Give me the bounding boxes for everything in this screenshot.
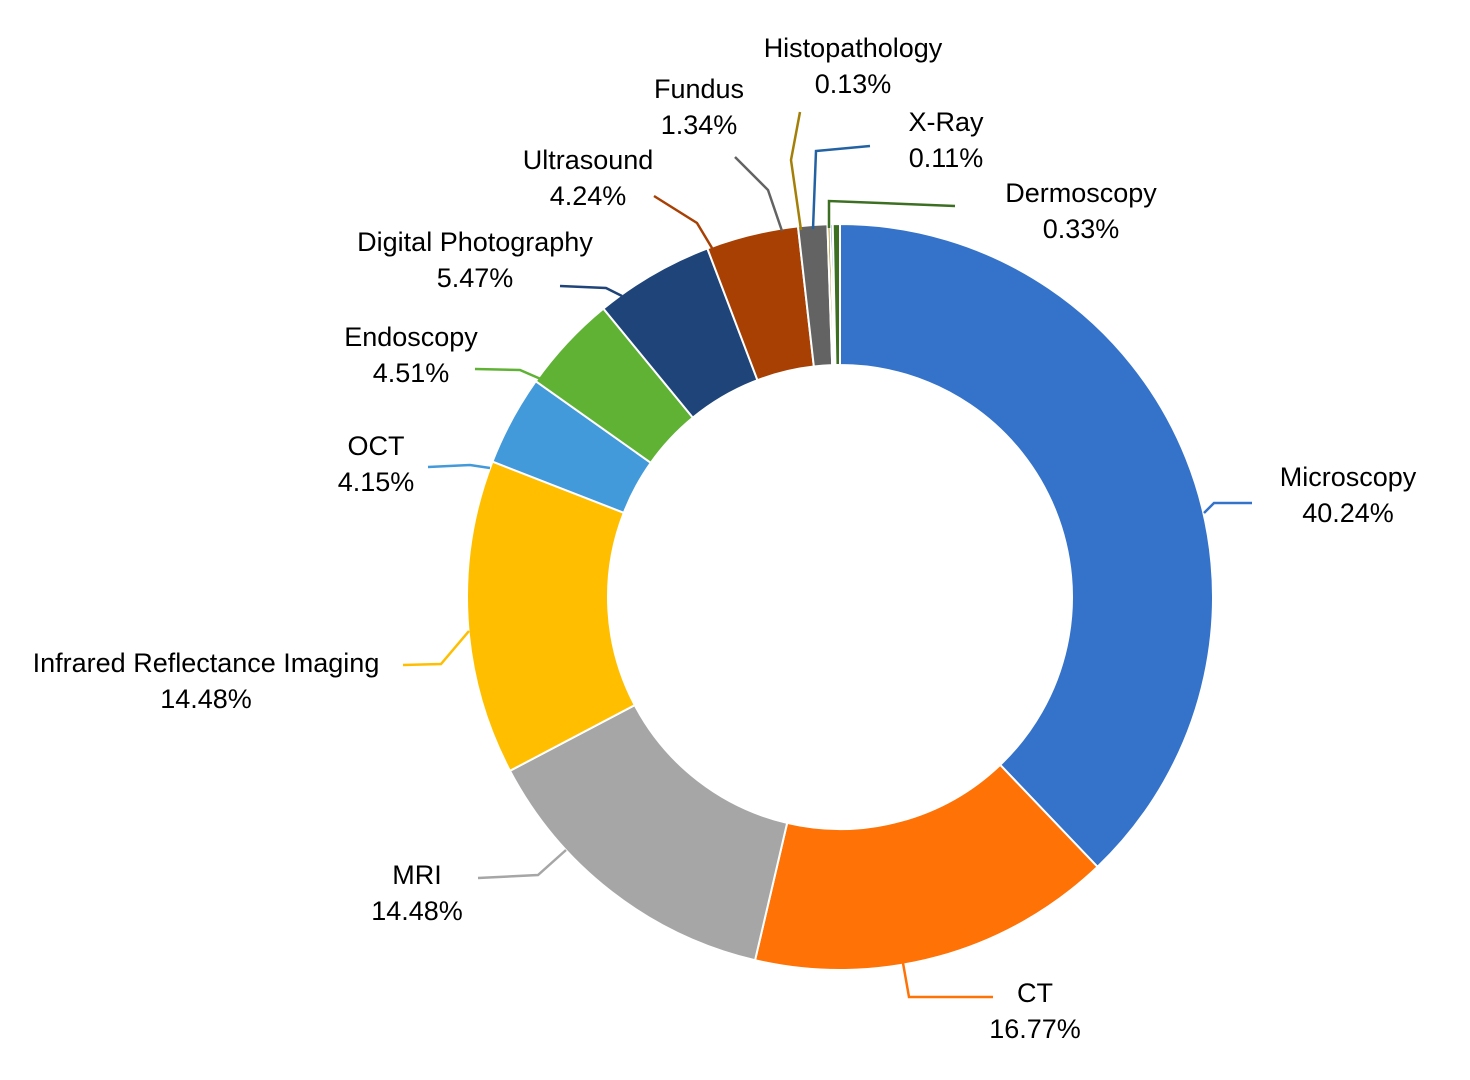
- leader-line-ultrasound: [653, 194, 714, 249]
- leader-line-endoscopy: [474, 367, 544, 382]
- leader-line-ct: [901, 962, 993, 999]
- leader-line-oct: [427, 463, 491, 470]
- slice-percent-label: 4.15%: [338, 467, 415, 497]
- donut-slices: [466, 222, 1215, 971]
- data-label-x-ray: X-Ray 0.11%: [908, 107, 984, 173]
- leader-lines: [402, 111, 1252, 999]
- slice-percent-label: 0.33%: [1043, 214, 1120, 244]
- slice-percent-label: 16.77%: [989, 1014, 1081, 1044]
- slice-microscopy: [839, 222, 1215, 869]
- slice-category-label: Fundus: [654, 74, 744, 104]
- data-label-endoscopy: Endoscopy 4.51%: [344, 322, 478, 388]
- slice-percent-label: 4.51%: [373, 358, 450, 388]
- leader-line-dermoscopy: [827, 199, 956, 228]
- slice-category-label: Endoscopy: [344, 322, 478, 352]
- slice-dermoscopy: [831, 222, 841, 367]
- slice-percent-label: 40.24%: [1302, 498, 1394, 528]
- slice-percent-label: 4.24%: [550, 181, 627, 211]
- data-label-digital-photography: Digital Photography 5.47%: [357, 227, 593, 293]
- leader-line-digital-photography: [559, 284, 623, 298]
- data-label-oct: OCT 4.15%: [338, 431, 415, 497]
- slice-percent-label: 14.48%: [371, 896, 463, 926]
- slice-percent-label: 1.34%: [661, 110, 738, 140]
- slice-category-label: CT: [1017, 978, 1053, 1008]
- data-label-histopathology: Histopathology 0.13%: [764, 33, 943, 99]
- leader-line-microscopy: [1203, 501, 1252, 514]
- slice-category-label: X-Ray: [908, 107, 984, 137]
- data-label-infrared-reflectance-imaging: Infrared Reflectance Imaging 14.48%: [33, 648, 380, 714]
- slice-percent-label: 0.13%: [815, 69, 892, 99]
- data-label-microscopy: Microscopy 40.24%: [1280, 462, 1417, 528]
- leader-line-histopathology: [789, 111, 803, 231]
- leader-line-mri: [477, 849, 567, 880]
- data-label-mri: MRI 14.48%: [371, 860, 463, 926]
- slice-category-label: Histopathology: [764, 33, 943, 63]
- slice-category-label: Microscopy: [1280, 462, 1417, 492]
- leader-line-fundus: [734, 156, 784, 232]
- slice-category-label: Infrared Reflectance Imaging: [33, 648, 380, 678]
- data-label-fundus: Fundus 1.34%: [654, 74, 744, 140]
- leader-line-infrared-reflectance-imaging: [402, 630, 470, 667]
- leader-line-x-ray: [811, 144, 871, 230]
- slice-category-label: MRI: [392, 860, 442, 890]
- slice-percent-label: 5.47%: [437, 263, 514, 293]
- slice-percent-label: 14.48%: [160, 684, 252, 714]
- slice-category-label: Digital Photography: [357, 227, 593, 257]
- slice-category-label: Dermoscopy: [1005, 178, 1157, 208]
- data-label-dermoscopy: Dermoscopy 0.33%: [1005, 178, 1157, 244]
- data-label-ct: CT 16.77%: [989, 978, 1081, 1044]
- slice-category-label: OCT: [348, 431, 405, 461]
- slice-percent-label: 0.11%: [909, 143, 984, 173]
- data-label-ultrasound: Ultrasound 4.24%: [523, 145, 654, 211]
- slice-category-label: Ultrasound: [523, 145, 654, 175]
- data-labels: Microscopy 40.24%CT 16.77%MRI 14.48%Infrare…: [33, 33, 1417, 1044]
